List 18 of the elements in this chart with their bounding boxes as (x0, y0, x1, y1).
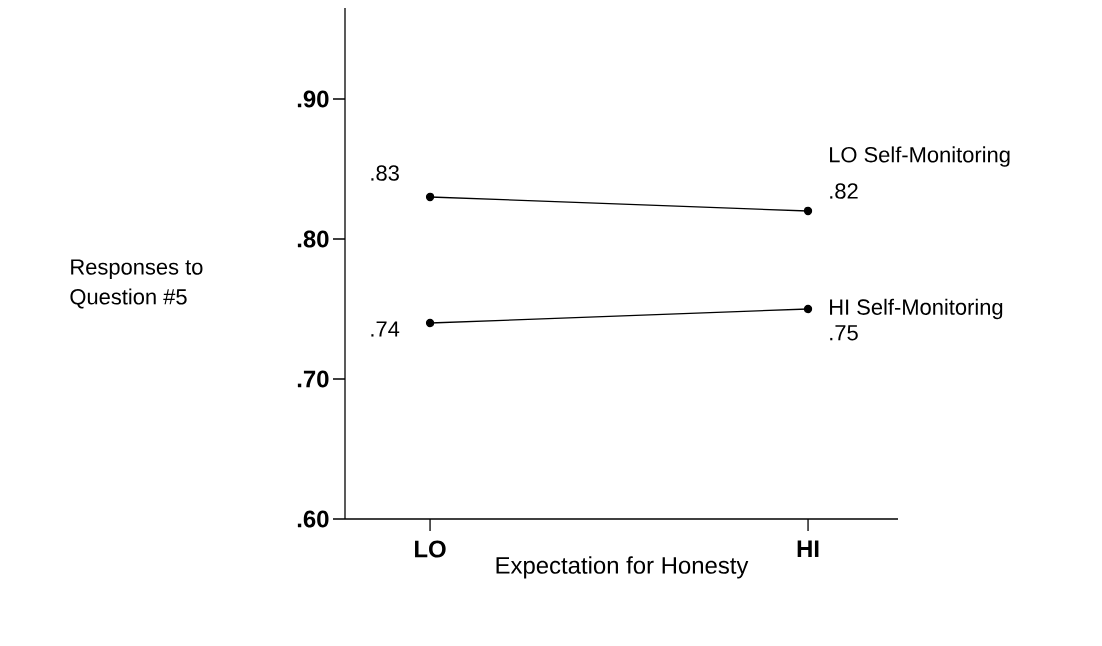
data-label: .75 (830, 325, 858, 341)
data-label: .82 (830, 183, 858, 199)
series-label: HI Self-Monitoring (830, 298, 1003, 320)
y-tick-label: .90 (297, 90, 329, 108)
y-tick-label: .70 (297, 370, 329, 388)
y-tick-label: .80 (297, 230, 329, 248)
x-tick-label: LO (415, 540, 446, 558)
point (425, 318, 435, 328)
text: LO Self-Monitoring (830, 146, 1010, 167)
x-axis-title: Expectation for Honesty (496, 556, 749, 579)
point (803, 304, 813, 314)
y-axis-title: Responses to Question #5 (70, 259, 203, 309)
point (803, 206, 813, 216)
x-tick-label: HI (797, 540, 819, 557)
y-tick-label: .60 (297, 510, 329, 528)
data-label: .83 (371, 165, 399, 181)
point (425, 192, 435, 202)
data-label: .74 (371, 321, 400, 337)
